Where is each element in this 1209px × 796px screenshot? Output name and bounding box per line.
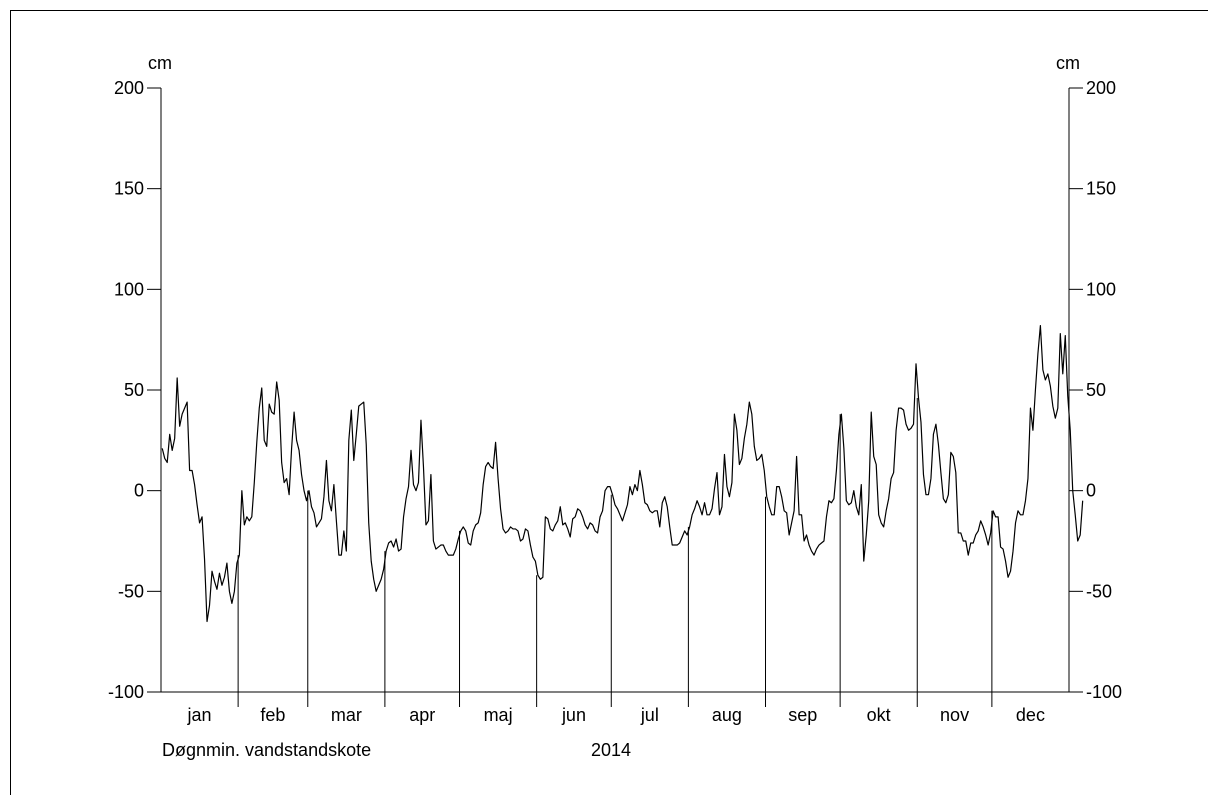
y-tick-label-left: 100 — [114, 279, 144, 299]
y-tick-label-right: 200 — [1086, 78, 1116, 98]
month-label-okt: okt — [867, 705, 891, 725]
y-tick-label-right: 0 — [1086, 481, 1096, 501]
month-dividers: jan feb mar apr maj jun jul aug sep okt nov dec — [187, 398, 1045, 725]
month-label-nov: nov — [940, 705, 969, 725]
month-label-jan: jan — [187, 705, 212, 725]
month-label-mar: mar — [331, 705, 362, 725]
y-tick-label-right: -100 — [1086, 682, 1122, 702]
month-label-aug: aug — [712, 705, 742, 725]
y-tick-label-left: 150 — [114, 179, 144, 199]
month-label-dec: dec — [1016, 705, 1045, 725]
y-tick-label-left: 200 — [114, 78, 144, 98]
y-tick-label-right: -50 — [1086, 581, 1112, 601]
y-tick-label-right: 50 — [1086, 380, 1106, 400]
footer-label: Døgnmin. vandstandskote — [162, 740, 371, 760]
y-tick-label-right: 150 — [1086, 179, 1116, 199]
axes — [160, 88, 1070, 693]
month-label-jul: jul — [640, 705, 659, 725]
series-layer — [161, 324, 1084, 623]
series-line — [161, 324, 1084, 623]
month-label-apr: apr — [409, 705, 435, 725]
y-tick-label-left: 50 — [124, 380, 144, 400]
chart-frame — [10, 10, 1208, 795]
month-label-maj: maj — [484, 705, 513, 725]
year-label: 2014 — [591, 740, 631, 760]
y-tick-label-left: 0 — [134, 481, 144, 501]
y-unit-left: cm — [148, 53, 172, 73]
y-tick-label-left: -100 — [108, 682, 144, 702]
month-label-jun: jun — [561, 705, 586, 725]
y-tick-label-right: 100 — [1086, 279, 1116, 299]
y-unit-right: cm — [1056, 53, 1080, 73]
y-ticks: 200 200 150 150 100 100 50 50 0 0 -50 -50 -100 -100 — [108, 78, 1122, 702]
month-label-feb: feb — [260, 705, 285, 725]
y-tick-label-left: -50 — [118, 581, 144, 601]
month-label-sep: sep — [788, 705, 817, 725]
